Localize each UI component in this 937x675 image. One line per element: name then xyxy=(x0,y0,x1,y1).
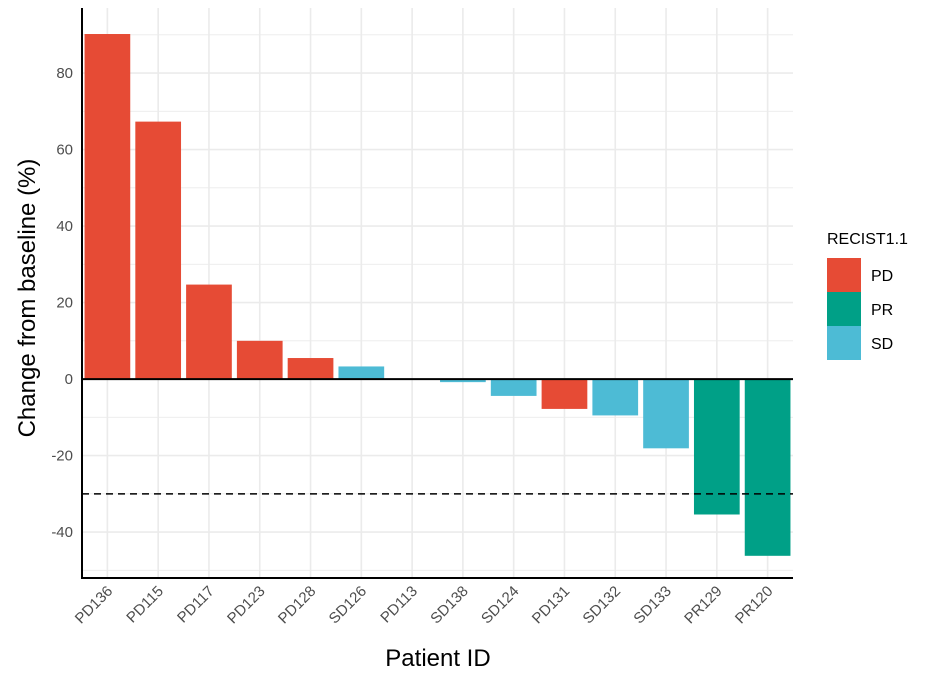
x-tick-label: PR129 xyxy=(681,583,725,627)
x-tick-label: SD132 xyxy=(580,583,624,627)
y-axis-title: Change from baseline (%) xyxy=(14,159,41,438)
bar-sd133 xyxy=(643,379,689,449)
bar-pr120 xyxy=(744,379,791,556)
x-tick-label: PD113 xyxy=(377,583,421,627)
y-tick-label: 80 xyxy=(56,65,73,82)
y-tick-label: -20 xyxy=(51,448,73,465)
x-tick-label: SD126 xyxy=(326,583,370,627)
bars xyxy=(84,34,791,556)
legend: RECIST1.1 PD PR SD xyxy=(827,231,908,360)
bar-sd132 xyxy=(592,379,639,416)
x-tick-label: SD124 xyxy=(478,583,522,627)
y-tick-label: 60 xyxy=(56,142,73,159)
x-tick-label: PD128 xyxy=(275,583,319,627)
legend-title: RECIST1.1 xyxy=(827,231,908,248)
legend-label-sd: SD xyxy=(871,336,893,353)
bar-pd123 xyxy=(236,340,283,380)
bar-pd136 xyxy=(84,34,131,380)
bar-pd117 xyxy=(186,284,232,380)
x-tick-label: PD115 xyxy=(123,583,167,627)
legend-swatch-pd xyxy=(827,258,861,292)
bar-pd115 xyxy=(135,121,182,380)
y-tick-label: 20 xyxy=(56,295,73,312)
x-tick-label: SD138 xyxy=(427,583,471,627)
y-tick-labels: 80 60 40 20 0 -20 -40 xyxy=(51,65,73,541)
x-tick-label: SD133 xyxy=(630,583,674,627)
y-tick-label: -40 xyxy=(51,524,73,541)
x-tick-labels: PD136 PD115 PD117 PD123 PD128 SD126 PD113 SD138… xyxy=(72,583,777,627)
x-tick-label: PD131 xyxy=(529,583,573,627)
legend-label-pd: PD xyxy=(871,268,893,285)
x-tick-label: PD123 xyxy=(224,583,268,627)
y-tick-label: 40 xyxy=(56,218,73,235)
x-tick-label: PD136 xyxy=(72,583,116,627)
x-tick-label: PD117 xyxy=(174,583,218,627)
legend-label-pr: PR xyxy=(871,302,893,319)
bar-sd124 xyxy=(490,379,537,396)
legend-swatch-pr xyxy=(827,292,861,326)
bar-sd138 xyxy=(440,379,486,383)
legend-swatch-sd xyxy=(827,326,861,360)
y-tick-label: 0 xyxy=(65,371,73,388)
x-tick-label: PR120 xyxy=(732,583,776,627)
x-axis-title: Patient ID xyxy=(385,645,490,672)
bar-pd128 xyxy=(287,358,334,380)
bar-pd131 xyxy=(541,379,588,409)
bar-sd126 xyxy=(338,366,385,380)
bar-pr129 xyxy=(693,379,740,515)
axes xyxy=(81,8,793,579)
